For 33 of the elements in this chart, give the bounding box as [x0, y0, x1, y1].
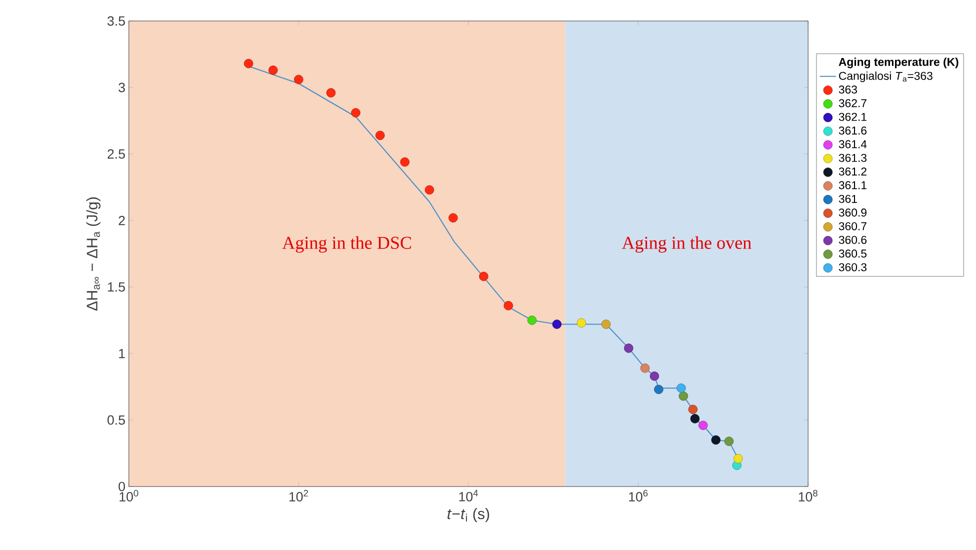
band-label: Aging in the DSC [282, 236, 412, 253]
legend-title: Aging temperature (K) [838, 58, 958, 68]
legend-label: 360.7 [838, 222, 866, 231]
x-tick-label: 10$^{4}$ [459, 490, 478, 502]
legend-label: 360.3 [838, 263, 866, 272]
y-tick-label: 1 [119, 349, 125, 358]
legend-label: 360.9 [838, 208, 866, 217]
legend-label: 360.5 [838, 250, 867, 258]
x-tick-label: 10$^{6}$ [629, 490, 648, 502]
y-tick-label: 2.5 [108, 150, 125, 159]
legend-label: 361.1 [838, 181, 866, 190]
x-tick-label: 10$^{0}$ [120, 490, 138, 502]
x-tick-label: 10$^{2}$ [289, 490, 308, 502]
band-label: Aging in the oven [622, 236, 752, 253]
y-tick-label: 2 [118, 216, 125, 226]
x-tick-label: 10$^{8}$ [798, 490, 818, 502]
y-tick-label: 3 [118, 83, 125, 92]
y-tick-label: 0.5 [108, 416, 125, 425]
y-axis-title: ΔH$_{a∞}$ − ΔH$_{a}$ (J/g) [86, 198, 100, 311]
legend-label: 361.3 [838, 154, 866, 162]
legend-label: Cangialosi T$_{a}$=363 [839, 72, 932, 82]
legend-label: 360.6 [838, 236, 866, 244]
legend-label: 361 [838, 195, 857, 204]
legend-label: 361.4 [838, 140, 867, 148]
y-tick-label: 0 [118, 482, 125, 492]
legend-label: 361.2 [838, 168, 866, 176]
x-axis-title: t−t$_{i}$ (s) [448, 508, 490, 522]
y-tick-label: 3.5 [108, 16, 125, 26]
legend-label: 362.1 [838, 113, 866, 122]
legend-label: 363 [838, 86, 857, 94]
legend-label: 362.7 [838, 99, 866, 108]
y-tick-label: 1.5 [108, 282, 125, 292]
legend-label: 361.6 [838, 126, 866, 135]
